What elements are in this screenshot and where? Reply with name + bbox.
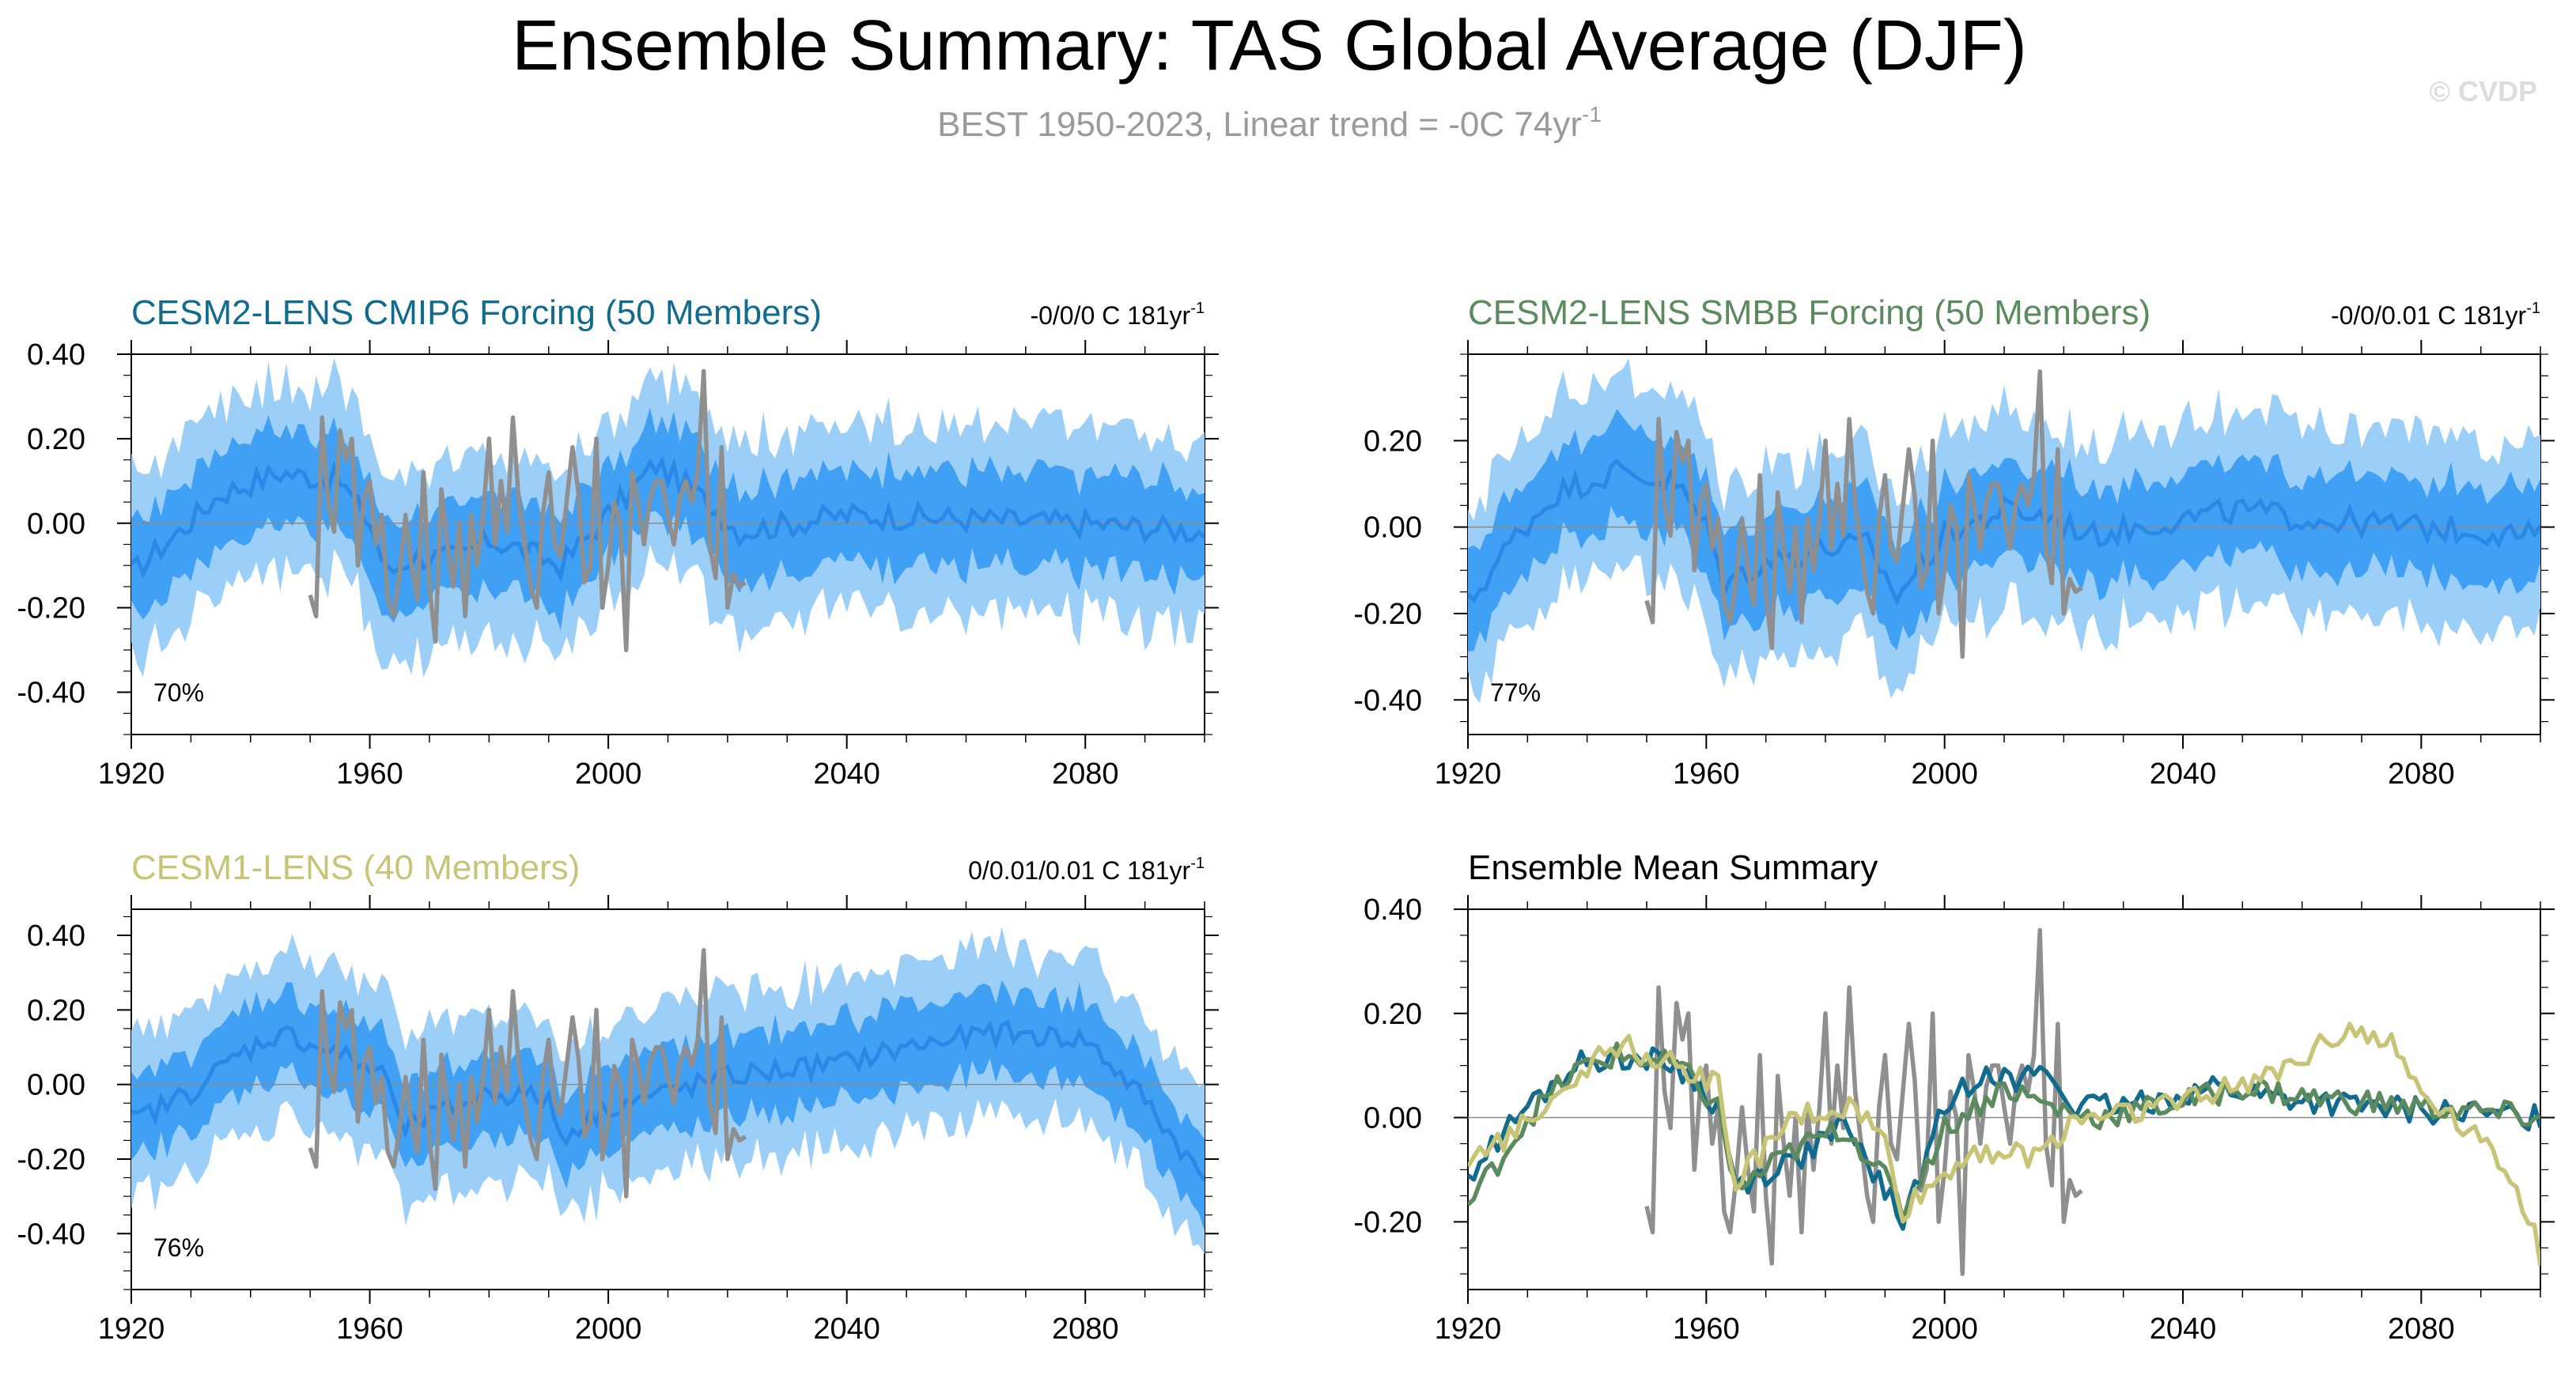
y-tick-label: -0.20 xyxy=(1353,1206,1422,1239)
obs-line xyxy=(308,948,747,1199)
y-tick-label: -0.40 xyxy=(17,1218,85,1251)
data-layer xyxy=(131,927,1205,1255)
y-tick-label: -0.40 xyxy=(17,677,85,710)
ensemble-mean-line xyxy=(131,455,1205,583)
obs-line xyxy=(1644,369,2083,659)
series-line-2 xyxy=(1468,1022,2540,1267)
x-tick-label: 2080 xyxy=(1052,1312,1119,1346)
subtitle-text: BEST 1950-2023, Linear trend = -0C 74yr xyxy=(937,105,1582,144)
y-tick-label: 0.20 xyxy=(27,994,85,1027)
series-line-1 xyxy=(1468,1041,2540,1222)
y-tick-label: 0.00 xyxy=(1364,512,1422,545)
panel-title: CESM1-LENS (40 Members) xyxy=(131,848,580,887)
y-tick-label: -0.20 xyxy=(17,1143,85,1176)
y-tick-label: 0.40 xyxy=(27,920,85,953)
trend-superscript: -1 xyxy=(2526,300,2540,317)
trend-label: -0/0/0 C 181yr-1 xyxy=(1030,300,1205,330)
panel-title: Ensemble Mean Summary xyxy=(1468,848,1878,887)
x-tick-label: 1960 xyxy=(336,1312,403,1346)
percent-label: 70% xyxy=(153,678,204,707)
y-tick-label: 0.40 xyxy=(27,338,85,372)
x-tick-label: 1960 xyxy=(336,757,403,791)
y-tick-label: 0.00 xyxy=(27,508,85,541)
y-tick-label: 0.00 xyxy=(27,1069,85,1102)
trend-superscript: -1 xyxy=(1190,300,1205,317)
panel-title: CESM2-LENS CMIP6 Forcing (50 Members) xyxy=(131,293,822,332)
trend-text: 0/0.01/0.01 C 181yr xyxy=(968,856,1190,885)
x-tick-label: 2080 xyxy=(2388,1312,2455,1346)
panel-title: CESM2-LENS SMBB Forcing (50 Members) xyxy=(1468,293,2150,332)
trend-text: -0/0/0 C 181yr xyxy=(1030,301,1190,330)
x-tick-label: 1920 xyxy=(98,757,165,791)
trend-superscript: -1 xyxy=(1190,855,1205,872)
chart-panel-smbb: CESM2-LENS SMBB Forcing (50 Members) -0/0… xyxy=(1353,293,2555,791)
y-tick-label: 0.40 xyxy=(1364,893,1422,927)
y-tick-label: 0.20 xyxy=(27,423,85,456)
x-tick-label: 1920 xyxy=(1435,757,1502,791)
x-tick-label: 2000 xyxy=(1911,1312,1978,1346)
watermark: © CVDP xyxy=(2429,75,2537,108)
chart-panel-summary: Ensemble Mean Summary 1920 1960 2000 2040 208… xyxy=(1353,848,2555,1346)
x-tick-label: 2040 xyxy=(813,1312,880,1346)
data-layer xyxy=(1468,927,2540,1276)
percent-label: 77% xyxy=(1490,678,1541,707)
trend-label: 0/0.01/0.01 C 181yr-1 xyxy=(968,855,1205,885)
y-tick-label: 0.20 xyxy=(1364,425,1422,458)
x-tick-label: 2000 xyxy=(1911,757,1978,791)
x-tick-label: 2040 xyxy=(2150,757,2217,791)
trend-text: -0/0/0.01 C 181yr xyxy=(2331,301,2527,330)
y-tick-label: 0.00 xyxy=(1364,1102,1422,1135)
y-tick-label: 0.20 xyxy=(1364,998,1422,1031)
y-tick-label: -0.20 xyxy=(17,592,85,625)
x-tick-label: 1960 xyxy=(1673,757,1740,791)
x-tick-label: 2000 xyxy=(575,757,642,791)
y-tick-label: -0.20 xyxy=(1353,598,1422,631)
main-title: Ensemble Summary: TAS Global Average (DJ… xyxy=(512,6,2027,85)
chart-panel-lens1: CESM1-LENS (40 Members) 0/0.01/0.01 C 181… xyxy=(17,848,1219,1346)
x-tick-label: 1920 xyxy=(98,1312,165,1346)
x-tick-label: 2080 xyxy=(1052,757,1119,791)
x-tick-label: 2040 xyxy=(2150,1312,2217,1346)
data-layer xyxy=(131,357,1205,678)
obs-line xyxy=(308,368,747,652)
x-tick-label: 1960 xyxy=(1673,1312,1740,1346)
ensemble-mean-line xyxy=(1468,458,2540,606)
subtitle-superscript: -1 xyxy=(1582,102,1602,127)
x-tick-label: 2080 xyxy=(2388,757,2455,791)
subtitle: BEST 1950-2023, Linear trend = -0C 74yr-… xyxy=(937,102,1602,144)
trend-label: -0/0/0.01 C 181yr-1 xyxy=(2331,300,2540,330)
data-layer xyxy=(1468,358,2540,704)
x-tick-label: 1920 xyxy=(1435,1312,1502,1346)
y-tick-label: -0.40 xyxy=(1353,684,1422,717)
x-tick-label: 2040 xyxy=(813,757,880,791)
series-line-0 xyxy=(1468,1044,2540,1231)
percent-label: 76% xyxy=(153,1233,204,1262)
x-tick-label: 2000 xyxy=(575,1312,642,1346)
chart-panel-cmip6: CESM2-LENS CMIP6 Forcing (50 Members) -0/… xyxy=(17,293,1219,791)
obs-line xyxy=(1644,927,2083,1276)
panels: CESM2-LENS CMIP6 Forcing (50 Members) -0/… xyxy=(17,293,2555,1346)
